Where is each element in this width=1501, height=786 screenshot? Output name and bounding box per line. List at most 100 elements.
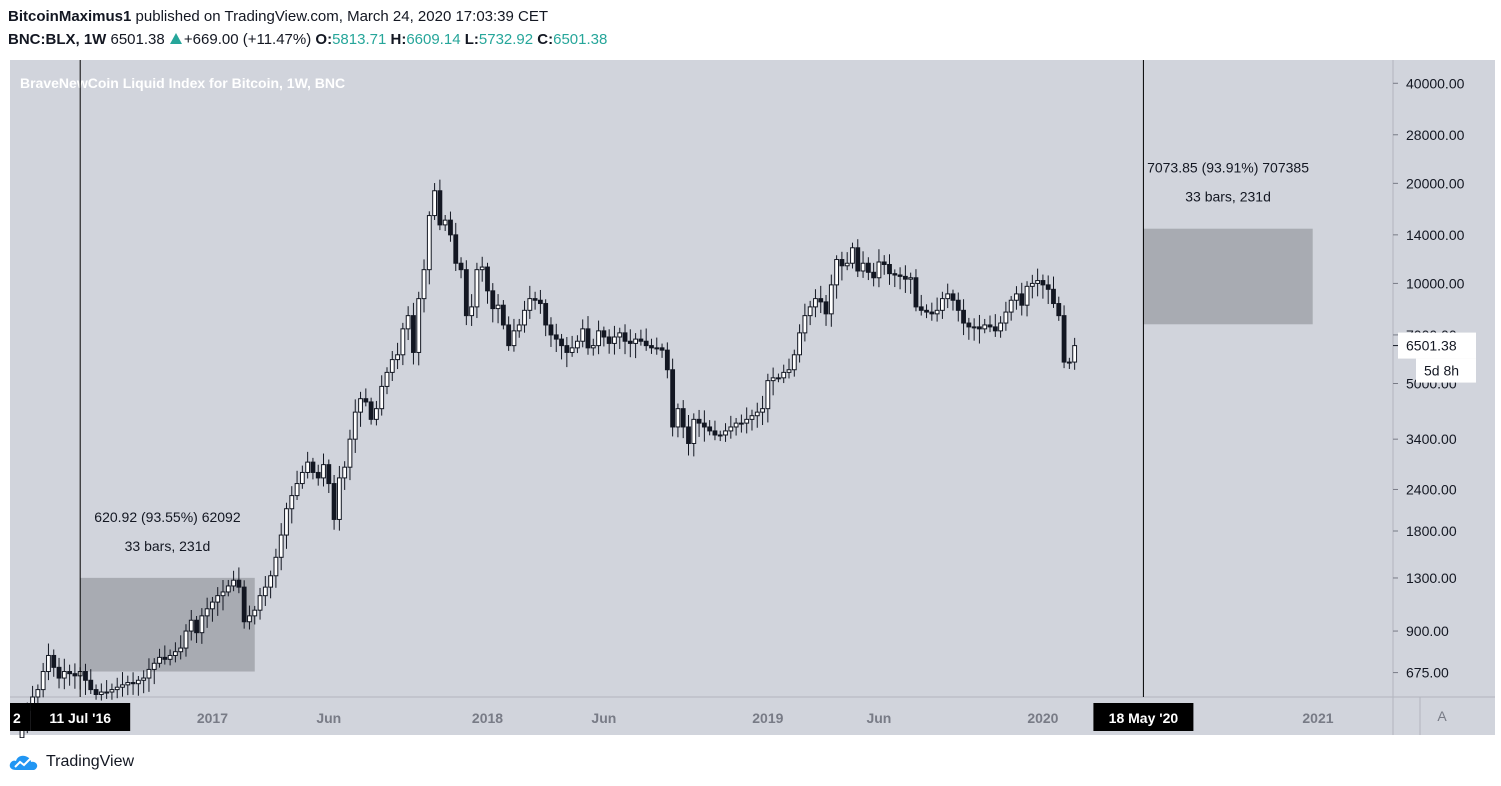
candle[interactable]	[543, 299, 549, 337]
candle[interactable]	[1024, 281, 1030, 317]
candle[interactable]	[336, 465, 342, 531]
candle[interactable]	[405, 306, 411, 341]
candle[interactable]	[897, 267, 903, 290]
candle[interactable]	[559, 333, 564, 360]
candle[interactable]	[765, 373, 771, 423]
candle[interactable]	[950, 289, 956, 311]
candle[interactable]	[913, 269, 919, 312]
candle[interactable]	[664, 342, 670, 379]
measure-box-1[interactable]	[80, 577, 255, 672]
candle[interactable]	[892, 269, 898, 288]
candle[interactable]	[363, 388, 369, 407]
candle[interactable]	[448, 211, 453, 242]
candle[interactable]	[712, 420, 718, 441]
candle[interactable]	[432, 183, 437, 220]
candle[interactable]	[998, 316, 1003, 338]
candle[interactable]	[315, 464, 321, 486]
candle[interactable]	[733, 417, 739, 436]
candle[interactable]	[178, 635, 184, 660]
candle[interactable]	[617, 327, 623, 350]
candle[interactable]	[321, 453, 326, 487]
last-price-box[interactable]	[1398, 332, 1476, 359]
candle[interactable]	[215, 587, 221, 616]
candle[interactable]	[72, 663, 78, 689]
candle[interactable]	[834, 255, 840, 299]
candle[interactable]	[537, 289, 543, 314]
candle[interactable]	[1040, 274, 1046, 299]
candle[interactable]	[141, 670, 147, 694]
candle[interactable]	[786, 358, 792, 379]
candle[interactable]	[844, 252, 850, 271]
candle[interactable]	[707, 420, 713, 436]
candle[interactable]	[865, 257, 871, 281]
candle[interactable]	[495, 294, 501, 324]
auto-scale-button[interactable]	[1431, 705, 1453, 727]
candle[interactable]	[680, 400, 686, 439]
candle[interactable]	[961, 299, 966, 336]
candle[interactable]	[194, 615, 199, 643]
candle[interactable]	[781, 364, 787, 384]
candle[interactable]	[860, 251, 866, 278]
candle[interactable]	[342, 461, 348, 490]
candle[interactable]	[955, 292, 961, 322]
candle[interactable]	[374, 400, 379, 426]
candle[interactable]	[289, 486, 295, 524]
candle[interactable]	[1035, 268, 1041, 297]
candle[interactable]	[35, 684, 41, 704]
candle[interactable]	[1066, 357, 1072, 369]
candle[interactable]	[1008, 295, 1014, 321]
candle[interactable]	[601, 326, 607, 347]
candle[interactable]	[61, 658, 67, 690]
candle[interactable]	[83, 663, 88, 695]
candle[interactable]	[940, 291, 945, 319]
candle[interactable]	[686, 415, 691, 456]
candle[interactable]	[516, 318, 522, 338]
candle[interactable]	[400, 322, 406, 366]
candle[interactable]	[945, 283, 951, 309]
candle[interactable]	[40, 662, 46, 698]
candle[interactable]	[839, 251, 845, 281]
candle[interactable]	[929, 302, 935, 321]
candle[interactable]	[437, 179, 443, 231]
candle[interactable]	[982, 318, 988, 334]
candle[interactable]	[1056, 296, 1062, 321]
candle[interactable]	[93, 684, 99, 700]
candle[interactable]	[125, 675, 131, 696]
candle[interactable]	[606, 329, 612, 354]
candle[interactable]	[347, 429, 353, 481]
candle[interactable]	[823, 295, 829, 326]
candle[interactable]	[326, 459, 332, 494]
candle[interactable]	[622, 324, 628, 355]
candle[interactable]	[506, 316, 512, 351]
measure-box-2[interactable]	[1143, 228, 1313, 325]
candle[interactable]	[411, 302, 416, 365]
candle[interactable]	[643, 328, 649, 351]
candle[interactable]	[426, 211, 432, 285]
candle[interactable]	[813, 289, 818, 318]
candle[interactable]	[151, 658, 157, 685]
candle[interactable]	[548, 317, 554, 347]
candle[interactable]	[395, 342, 400, 370]
candle[interactable]	[310, 457, 316, 480]
candle[interactable]	[527, 285, 533, 319]
candle[interactable]	[723, 423, 728, 442]
candle[interactable]	[469, 294, 475, 326]
candle[interactable]	[284, 502, 289, 549]
candle[interactable]	[802, 303, 808, 342]
candle[interactable]	[210, 596, 215, 622]
candle[interactable]	[442, 215, 448, 231]
candle[interactable]	[992, 314, 998, 337]
candle[interactable]	[590, 338, 596, 356]
candle[interactable]	[384, 367, 390, 395]
candle[interactable]	[114, 677, 120, 699]
candle[interactable]	[596, 320, 601, 355]
candle[interactable]	[575, 335, 580, 354]
candle[interactable]	[358, 391, 363, 427]
candle[interactable]	[1014, 286, 1019, 310]
marker-date-badge-1[interactable]	[30, 703, 131, 731]
candle[interactable]	[278, 523, 284, 571]
candle[interactable]	[728, 415, 734, 439]
candle[interactable]	[918, 294, 924, 316]
candle[interactable]	[379, 375, 385, 416]
candle[interactable]	[262, 576, 268, 606]
